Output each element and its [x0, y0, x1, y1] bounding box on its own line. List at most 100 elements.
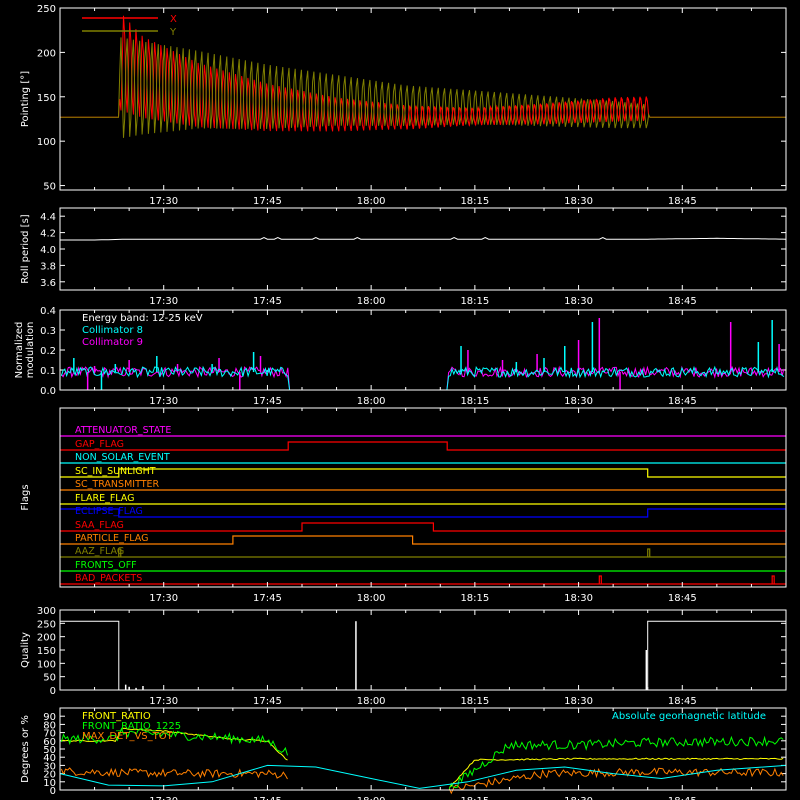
- legend-collimator-9: Collimator 9: [82, 337, 143, 348]
- x-tick-label: 18:45: [668, 696, 697, 707]
- flag-pulse: [118, 548, 122, 557]
- x-tick-label: 18:45: [668, 593, 697, 604]
- y-tick-label: 0.4: [40, 306, 56, 317]
- legend-label-y: Y: [169, 27, 177, 38]
- x-tick-label: 18:30: [564, 593, 593, 604]
- x-tick-label: 18:15: [460, 296, 489, 307]
- y-tick-label: 3.6: [40, 278, 56, 289]
- x-tick-label: 17:45: [253, 796, 282, 800]
- x-tick-label: 18:30: [564, 396, 593, 407]
- legend-front-ratio-1225: FRONT_RATIO_1225: [82, 721, 181, 732]
- panel-quality: 0 50 100 150 200 250 300 17:30 17:45 18:00 18:15 18…: [20, 606, 787, 707]
- flag-trace: [60, 535, 786, 545]
- y-axis-label: Quality: [20, 632, 31, 668]
- y-tick-label: 300: [37, 606, 56, 617]
- x-tick-label: 18:00: [357, 796, 386, 800]
- y-tick-label: 50: [43, 182, 56, 193]
- x-tick-label: 18:15: [460, 196, 489, 207]
- x-tick-label: 18:00: [357, 593, 386, 604]
- legend-label-x: X: [170, 14, 177, 25]
- y-tick-label: 0.0: [40, 386, 56, 397]
- panel-flags: ATTENUATOR_STATE GAP_FLAG NON_SOLAR_EVENT S…: [20, 407, 787, 604]
- y-tick-label: 80: [43, 720, 56, 731]
- x-tick-label: 18:45: [668, 296, 697, 307]
- legend-collimator-8: Collimator 8: [82, 325, 143, 336]
- energy-band-annotation: Energy band: 12-25 keV: [82, 313, 203, 324]
- y-tick-label: 20: [43, 770, 56, 781]
- x-tick-label: 17:45: [253, 196, 282, 207]
- flag-label: FLARE_FLAG: [75, 493, 135, 504]
- x-tick-label: 18:00: [357, 396, 386, 407]
- x-tick-label: 17:45: [253, 296, 282, 307]
- y-tick-label: 150: [37, 646, 56, 657]
- x-tick-label: 17:30: [149, 696, 178, 707]
- y-tick-label: 50: [43, 673, 56, 684]
- series-line-y: [60, 37, 786, 138]
- plot-frame: [59, 7, 787, 191]
- x-tick-label: 18:15: [460, 593, 489, 604]
- legend-max-det-vs-tot: MAX_DET_VS_TOT: [82, 731, 174, 742]
- x-tick-label: 18:45: [668, 396, 697, 407]
- y-tick-label: 60: [43, 737, 56, 748]
- y-tick-label: 10: [43, 778, 56, 789]
- plot-frame: [59, 609, 787, 691]
- y-axis-label: Pointing [°]: [20, 71, 31, 127]
- y-tick-label: 0: [50, 786, 56, 797]
- plot-frame: [59, 207, 787, 291]
- series-line-max_det_vs_tot: [60, 767, 784, 795]
- flag-label: SC_IN_SUNLIGHT: [75, 466, 156, 477]
- quality-line: [60, 620, 786, 691]
- flag-trace: [60, 441, 786, 451]
- flag-label: ATTENUATOR_STATE: [75, 425, 171, 436]
- y-tick-label: 250: [37, 4, 56, 15]
- flag-label: SC_TRANSMITTER: [75, 479, 160, 490]
- x-tick-label: 18:00: [357, 196, 386, 207]
- x-tick-label: 17:30: [149, 593, 178, 604]
- flag-label: FRONTS_OFF: [75, 560, 137, 571]
- plot-frame: [59, 309, 787, 391]
- y-tick-label: 100: [37, 659, 56, 670]
- y-tick-label: 100: [37, 137, 56, 148]
- x-tick-label: 18:15: [460, 696, 489, 707]
- y-tick-label: 4.0: [40, 245, 56, 256]
- y-tick-label: 4.2: [40, 229, 56, 240]
- series-line-geomagnetic-latitude: [59, 764, 787, 789]
- y-axis-label-line: Normalized: [14, 322, 25, 379]
- x-tick-label: 17:30: [149, 396, 178, 407]
- y-tick-label: 50: [43, 745, 56, 756]
- y-tick-label: 0.2: [40, 346, 56, 357]
- flag-label: PARTICLE_FLAG: [75, 533, 148, 544]
- y-tick-label: 200: [37, 633, 56, 644]
- x-tick-label: 18:45: [668, 196, 697, 207]
- series-line-front_ratio_1225: [60, 727, 784, 790]
- y-tick-label: 150: [37, 93, 56, 104]
- x-tick-label: 18:15: [460, 396, 489, 407]
- x-tick-label: 18:30: [564, 296, 593, 307]
- legend-front-ratio: FRONT_RATIO: [82, 711, 151, 722]
- x-tick-label: 17:45: [253, 396, 282, 407]
- flag-label: ECLIPSE_FLAG: [75, 506, 143, 517]
- series-line-collimator-8: [60, 365, 785, 391]
- series-line-x-overlay: [405, 97, 648, 130]
- x-tick-label: 18:30: [564, 696, 593, 707]
- y-tick-label: 40: [43, 753, 56, 764]
- y-tick-label: 30: [43, 761, 56, 772]
- flag-label: BAD_PACKETS: [75, 573, 142, 584]
- flag-label: NON_SOLAR_EVENT: [75, 452, 170, 463]
- flag-pulse: [598, 575, 602, 584]
- y-axis-label: Normalizedmodulation: [14, 322, 36, 379]
- y-tick-label: 200: [37, 48, 56, 59]
- flag-trace: [60, 522, 786, 532]
- x-tick-label: 18:45: [668, 796, 697, 800]
- y-axis-label-line: modulation: [25, 322, 36, 379]
- x-tick-label: 18:00: [357, 696, 386, 707]
- geomagnetic-latitude-label: Absolute geomagnetic latitude: [612, 711, 766, 722]
- x-tick-label: 18:15: [460, 796, 489, 800]
- panel-modulation: 0.0 0.1 0.2 0.3 0.4 17:30 17:45 18:00 18:15 18:30…: [14, 306, 787, 407]
- roll-period-line: [60, 236, 787, 241]
- y-tick-label: 250: [37, 619, 56, 630]
- panel-pointing: 50 100 150 200 250 17:30 17:45 18:00 18:15 18:30 1…: [20, 4, 787, 207]
- y-tick-label: 0: [50, 686, 56, 697]
